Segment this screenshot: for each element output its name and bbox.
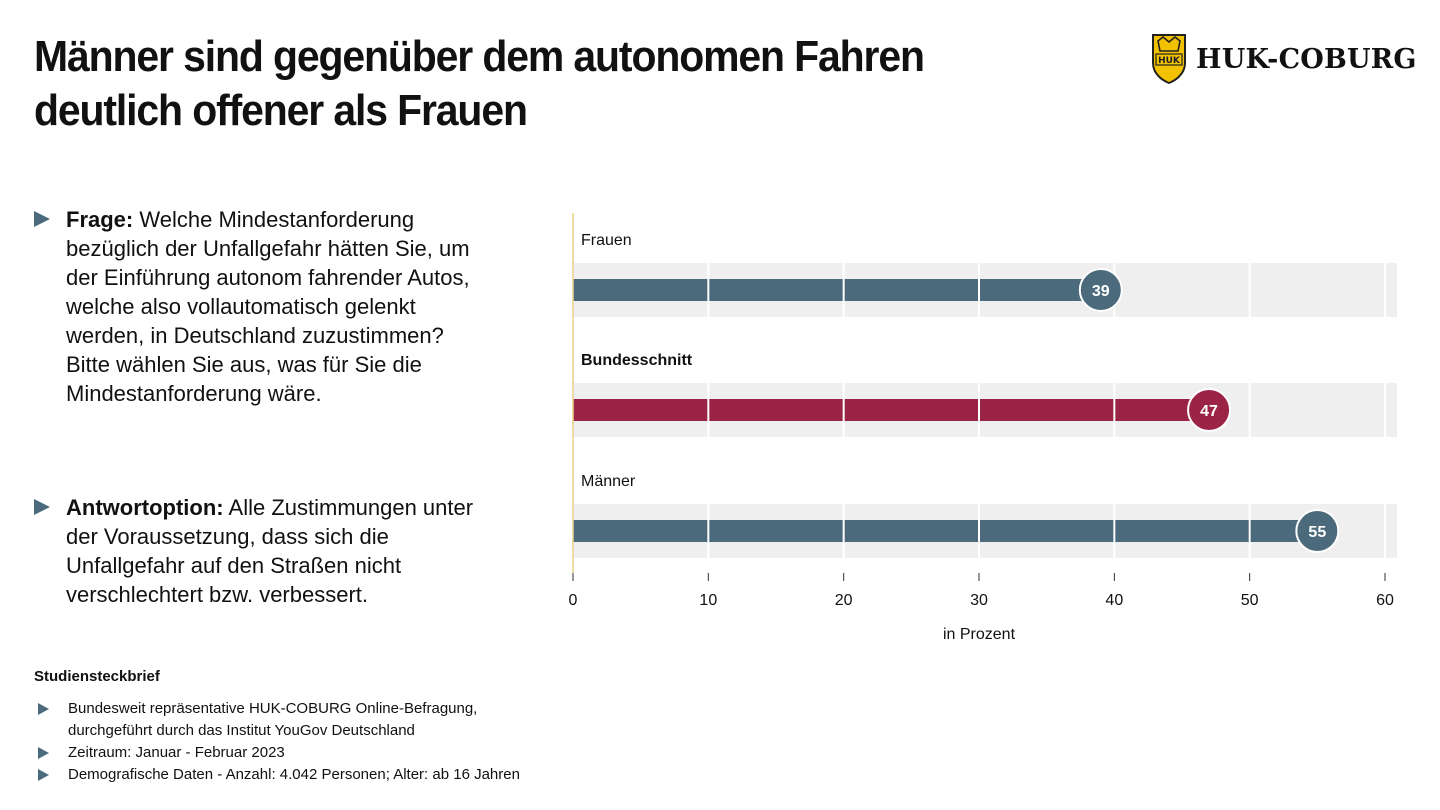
bullet-arrow-icon (38, 703, 49, 715)
study-item-line: Zeitraum: Januar - Februar 2023 (68, 744, 285, 761)
data-label: 47 (1200, 403, 1218, 420)
tick-label: 20 (835, 592, 853, 609)
bar-chart: Frauen 39 Bundesschnitt 47 Männer 55 0 10 20 30 40… (569, 213, 1397, 643)
category-label: Frauen (581, 232, 632, 249)
tick-label: 50 (1241, 592, 1259, 609)
bar (573, 279, 1101, 301)
tick-label: 40 (1105, 592, 1123, 609)
tick-label: 60 (1376, 592, 1394, 609)
study-title: Studiensteckbrief (34, 668, 160, 685)
category-label: Bundesschnitt (581, 352, 693, 369)
study-item-line: durchgeführt durch das Institut YouGov D… (68, 722, 415, 739)
bullet-arrow-icon (34, 211, 50, 227)
category-label: Männer (581, 473, 636, 490)
answer-label: Antwortoption: (66, 495, 224, 520)
question-label: Frage: (66, 207, 134, 232)
bar (573, 520, 1318, 542)
study-item: Zeitraum: Januar - Februar 2023 (34, 742, 734, 764)
study-item: Demografische Daten - Anzahl: 4.042 Pers… (34, 764, 734, 786)
study-item-line: Bundesweit repräsentative HUK-COBURG Onl… (68, 700, 478, 717)
answer-text: Alle Zustimmungen unter der Voraussetzun… (66, 495, 474, 607)
study-item-line: Demografische Daten - Anzahl: 4.042 Pers… (68, 766, 520, 783)
x-axis-label: in Prozent (943, 626, 1016, 643)
title-line-2: deutlich offener als Frauen (34, 86, 528, 135)
page-title: Männer sind gegenüber dem autonomen Fahr… (34, 30, 964, 138)
question-instruction: Bitte wählen Sie aus, was für Sie die Mi… (66, 352, 422, 406)
value-marker (1078, 268, 1123, 312)
value-marker (1187, 388, 1232, 432)
logo-emblem-text: HUK (1158, 56, 1181, 66)
title-line-1: Männer sind gegenüber dem autonomen Fahr… (34, 32, 925, 81)
question-text: Welche Mindestanforderung bezüglich der … (66, 207, 470, 348)
bullet-arrow-icon (34, 499, 50, 515)
brand-logo: HUK HUK-COBURG (1150, 32, 1417, 86)
bullet-arrow-icon (38, 747, 49, 759)
tick-label: 30 (970, 592, 988, 609)
answer-block: Antwortoption: Alle Zustimmungen unter d… (34, 493, 504, 609)
tick-label: 0 (569, 592, 578, 609)
tick-label: 10 (699, 592, 717, 609)
bar (573, 399, 1210, 421)
question-block: Frage: Welche Mindestanforderung bezügli… (34, 205, 494, 408)
study-list: Bundesweit repräsentative HUK-COBURG Onl… (34, 698, 734, 786)
data-label: 55 (1308, 524, 1326, 541)
value-marker (1295, 509, 1340, 553)
bullet-arrow-icon (38, 769, 49, 781)
study-item: Bundesweit repräsentative HUK-COBURG Onl… (34, 698, 734, 742)
brand-name: HUK-COBURG (1196, 43, 1417, 75)
huk-shield-icon: HUK (1152, 34, 1186, 85)
data-label: 39 (1092, 283, 1110, 300)
